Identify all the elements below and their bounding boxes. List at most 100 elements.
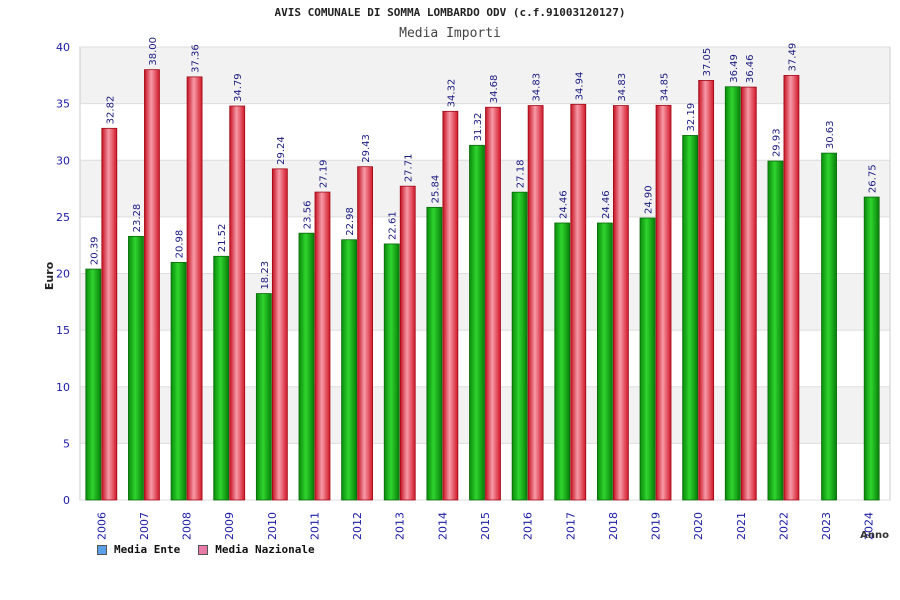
y-tick-label: 35 bbox=[56, 98, 70, 111]
y-tick-label: 25 bbox=[56, 211, 70, 224]
value-label-media-nazionale: 27.19 bbox=[318, 159, 329, 188]
bar-media-nazionale bbox=[442, 110, 459, 501]
legend-swatch-media-nazionale bbox=[198, 544, 209, 555]
y-tick-label: 40 bbox=[56, 41, 70, 54]
bar-media-ente bbox=[128, 235, 144, 501]
x-tick-label: 2006 bbox=[95, 512, 108, 540]
x-tick-label: 2020 bbox=[692, 512, 705, 540]
bar-media-ente bbox=[639, 217, 656, 501]
value-label-media-ente: 24.46 bbox=[558, 190, 569, 219]
bar-media-ente bbox=[724, 86, 741, 501]
x-tick-label: 2011 bbox=[308, 512, 321, 540]
bar-media-nazionale bbox=[357, 166, 374, 501]
bar-media-ente bbox=[469, 144, 485, 501]
x-tick-label: 2007 bbox=[138, 512, 151, 540]
chart-title: AVIS COMUNALE DI SOMMA LOMBARDO ODV (c.f… bbox=[274, 6, 626, 19]
y-axis-label: Euro bbox=[43, 261, 56, 290]
value-label-media-ente: 27.18 bbox=[516, 160, 527, 189]
bar-media-ente bbox=[383, 243, 400, 501]
value-label-media-ente: 20.98 bbox=[175, 230, 186, 259]
x-axis-label: Anno bbox=[860, 530, 889, 541]
value-label-media-nazionale: 34.79 bbox=[233, 73, 244, 102]
value-label-media-ente: 23.56 bbox=[302, 201, 313, 230]
legend-item-media-nazionale: Media Nazionale bbox=[198, 543, 315, 556]
y-tick-label: 0 bbox=[63, 494, 70, 507]
x-tick-label: 2016 bbox=[522, 512, 535, 540]
bar-media-ente bbox=[596, 222, 613, 501]
value-label-media-ente: 24.46 bbox=[601, 190, 612, 219]
x-tick-label: 2010 bbox=[266, 512, 279, 540]
bar-media-nazionale bbox=[570, 103, 587, 501]
value-label-media-nazionale: 38.00 bbox=[148, 37, 159, 66]
bar-media-nazionale bbox=[186, 76, 203, 501]
x-tick-label: 2014 bbox=[436, 512, 449, 540]
value-label-media-nazionale: 34.68 bbox=[489, 75, 500, 104]
legend-swatch-media-ente bbox=[97, 544, 107, 555]
value-label-media-ente: 29.93 bbox=[771, 128, 782, 157]
y-tick-label: 15 bbox=[56, 324, 70, 337]
bar-media-nazionale bbox=[271, 168, 288, 501]
value-label-media-ente: 36.49 bbox=[729, 54, 740, 83]
value-label-media-nazionale: 36.46 bbox=[745, 54, 756, 83]
value-label-media-ente: 31.32 bbox=[473, 113, 484, 142]
bar-media-ente bbox=[85, 268, 102, 501]
value-label-media-ente: 20.39 bbox=[89, 236, 100, 265]
x-tick-label: 2015 bbox=[479, 512, 492, 540]
bar-media-ente bbox=[767, 160, 784, 501]
value-label-media-nazionale: 37.05 bbox=[702, 48, 713, 77]
value-label-media-ente: 32.19 bbox=[686, 103, 697, 132]
bar-media-ente bbox=[170, 262, 187, 501]
bar-media-ente bbox=[682, 135, 699, 501]
bar-media-nazionale bbox=[485, 106, 501, 501]
value-label-media-nazionale: 34.94 bbox=[574, 72, 585, 101]
bar-media-ente bbox=[341, 239, 358, 501]
x-tick-label: 2019 bbox=[650, 512, 663, 540]
value-label-media-ente: 24.90 bbox=[644, 185, 655, 214]
x-tick-label: 2022 bbox=[777, 512, 790, 540]
y-tick-label: 5 bbox=[63, 437, 70, 450]
value-label-media-ente: 21.52 bbox=[217, 224, 228, 253]
value-label-media-nazionale: 32.82 bbox=[105, 96, 116, 125]
bar-media-nazionale bbox=[229, 105, 246, 501]
legend-item-media-ente: Media Ente bbox=[97, 543, 180, 556]
legend-label-media-ente: Media Ente bbox=[114, 543, 181, 556]
bar-media-nazionale bbox=[314, 191, 331, 501]
bar-media-nazionale bbox=[698, 80, 715, 501]
x-tick-label: 2012 bbox=[351, 512, 364, 540]
bar-media-nazionale bbox=[527, 105, 544, 501]
value-label-media-ente: 22.98 bbox=[345, 207, 356, 236]
chart-subtitle: Media Importi bbox=[399, 26, 501, 41]
value-labels: 20.39 32.82 23.28 38.00 20.98 37.36 21.52 34.79… bbox=[89, 37, 878, 290]
bar-media-ente bbox=[213, 255, 230, 501]
x-tick-label: 2008 bbox=[181, 512, 194, 540]
bar-media-nazionale bbox=[655, 104, 672, 501]
x-tick-label: 2009 bbox=[223, 512, 236, 540]
bar-media-nazionale bbox=[740, 86, 757, 501]
value-label-media-nazionale: 34.85 bbox=[660, 73, 671, 102]
value-label-media-ente: 25.84 bbox=[430, 175, 441, 204]
value-label-media-ente: 26.75 bbox=[868, 164, 879, 193]
bar-media-ente bbox=[554, 222, 571, 501]
value-label-media-ente: 23.28 bbox=[132, 204, 143, 233]
x-tick-label: 2023 bbox=[820, 512, 833, 540]
x-tick-label: 2013 bbox=[394, 512, 407, 540]
value-label-media-nazionale: 29.24 bbox=[276, 136, 287, 165]
value-label-media-ente: 18.23 bbox=[260, 261, 271, 290]
bar-media-nazionale bbox=[783, 75, 800, 501]
bar-media-nazionale bbox=[101, 127, 118, 501]
bar-media-nazionale bbox=[144, 69, 160, 501]
bar-media-ente bbox=[821, 152, 837, 501]
x-tick-label: 2017 bbox=[564, 512, 577, 540]
legend: Media Ente Media Nazionale bbox=[97, 543, 315, 556]
value-label-media-ente: 22.61 bbox=[388, 211, 399, 240]
bar-media-ente bbox=[426, 206, 443, 501]
bar-media-ente bbox=[863, 196, 880, 501]
x-tick-label: 2021 bbox=[735, 512, 748, 540]
value-label-media-nazionale: 37.36 bbox=[191, 44, 202, 73]
value-label-media-nazionale: 34.83 bbox=[532, 73, 543, 102]
legend-label-media-nazionale: Media Nazionale bbox=[215, 543, 315, 556]
x-tick-label: 2018 bbox=[607, 512, 620, 540]
value-label-media-nazionale: 29.43 bbox=[361, 134, 372, 163]
